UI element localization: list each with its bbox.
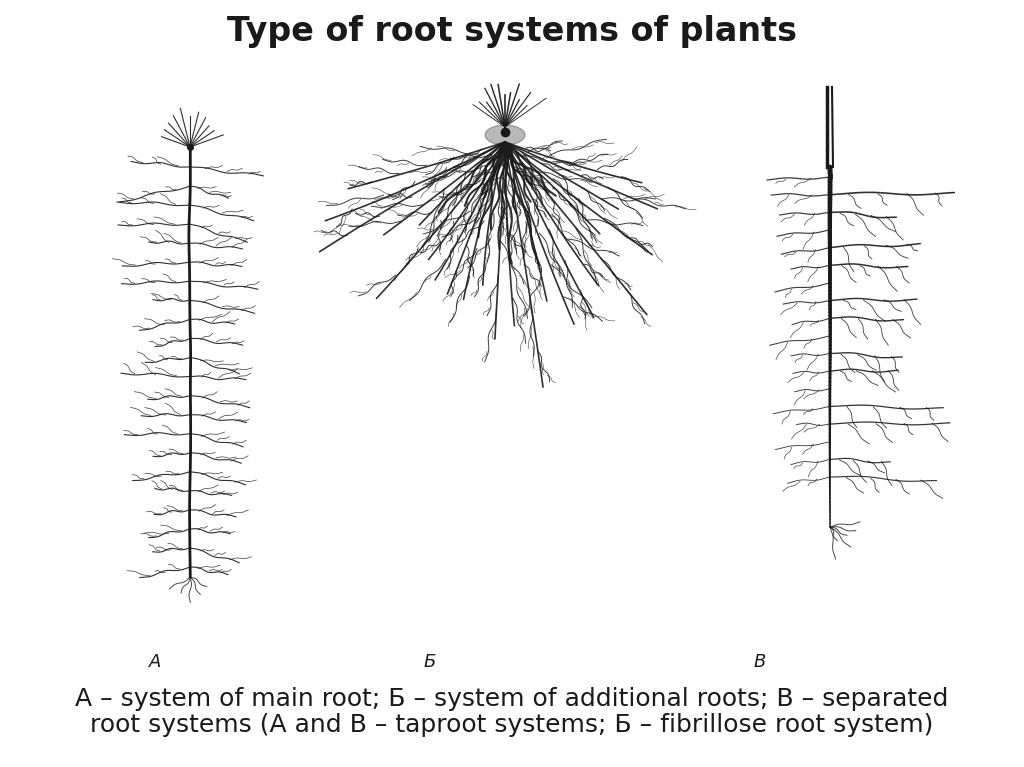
Text: B: B [754,653,766,671]
Ellipse shape [485,125,525,145]
Text: A – system of main root; Б – system of additional roots; B – separated: A – system of main root; Б – system of a… [76,687,948,711]
Text: Type of root systems of plants: Type of root systems of plants [227,15,797,48]
Text: Б: Б [424,653,436,671]
Text: A: A [148,653,161,671]
Text: root systems (A and B – taproot systems; Б – fibrillose root system): root systems (A and B – taproot systems;… [90,713,934,737]
